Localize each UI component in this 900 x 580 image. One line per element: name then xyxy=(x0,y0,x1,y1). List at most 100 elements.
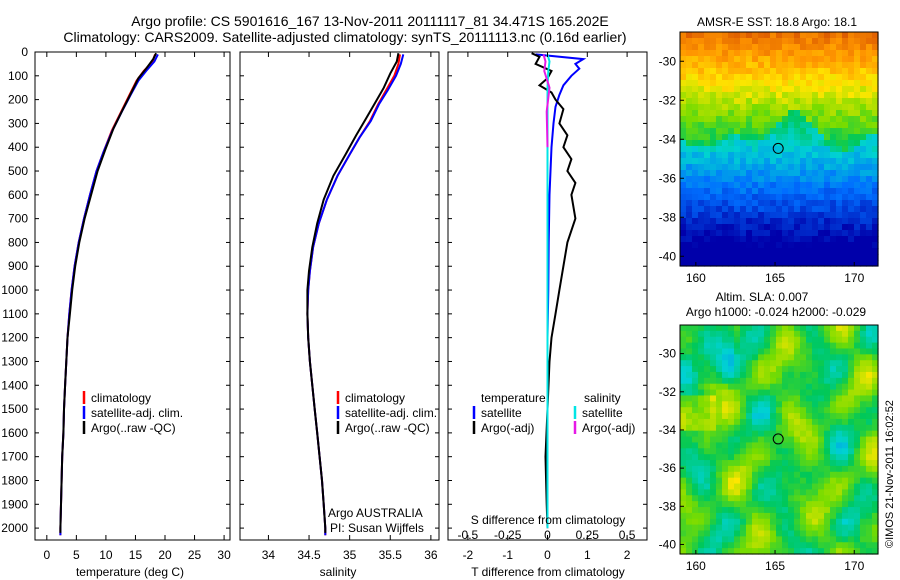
map-cell xyxy=(728,116,735,123)
depth-tick-label: 1500 xyxy=(1,402,28,416)
map-cell xyxy=(680,92,687,99)
map-cell xyxy=(770,254,777,261)
map-cell xyxy=(824,330,831,338)
map-cell xyxy=(704,62,711,69)
map-cell xyxy=(692,354,699,361)
map-cell xyxy=(830,128,837,135)
map-cell xyxy=(776,146,783,153)
map-cell xyxy=(818,98,825,105)
map-cell xyxy=(752,86,759,93)
map-cell xyxy=(788,68,795,75)
map-cell xyxy=(710,489,717,496)
map-cell xyxy=(734,110,741,117)
map-cell xyxy=(698,158,705,165)
map-cell xyxy=(818,495,825,502)
map-cell xyxy=(812,170,819,177)
map-cell xyxy=(800,518,807,526)
map-cell xyxy=(704,170,711,177)
map-cell xyxy=(740,477,747,485)
map-cell xyxy=(866,230,873,237)
map-cell xyxy=(758,354,765,361)
map-cell xyxy=(812,32,819,39)
map-cell xyxy=(698,330,705,338)
map-cell xyxy=(812,401,819,408)
map-cell xyxy=(776,330,783,338)
map-cell xyxy=(770,242,777,249)
map-cell xyxy=(860,524,867,532)
map-cell xyxy=(686,518,693,526)
map-cell xyxy=(758,424,765,432)
map-cell xyxy=(872,86,879,93)
map-cell xyxy=(752,518,759,526)
legend-label: satellite-adj. clim. xyxy=(345,406,437,420)
map-cell xyxy=(692,218,699,225)
map-cell xyxy=(734,530,741,537)
map-cell xyxy=(806,164,813,171)
map-cell xyxy=(782,418,789,426)
map-cell xyxy=(710,140,717,147)
map-cell xyxy=(854,116,861,123)
map-cell xyxy=(788,348,795,355)
map-cell xyxy=(842,518,849,526)
map-cell xyxy=(704,336,711,344)
map-cell xyxy=(686,38,693,45)
map-cell xyxy=(824,254,831,261)
map-cell xyxy=(830,489,837,496)
map-cell xyxy=(734,495,741,502)
map-cell xyxy=(722,152,729,159)
map-cell xyxy=(698,495,705,502)
map-cell xyxy=(842,354,849,361)
map-cell xyxy=(830,230,837,237)
map-cell xyxy=(830,430,837,438)
map-cell xyxy=(710,170,717,177)
map-cell xyxy=(788,182,795,189)
map-cell xyxy=(854,371,861,379)
map-cell xyxy=(770,418,777,426)
map-cell xyxy=(752,128,759,135)
map-cell xyxy=(704,330,711,338)
map-cell xyxy=(746,86,753,93)
map-cell xyxy=(704,495,711,502)
map-cell xyxy=(770,212,777,219)
map-cell xyxy=(728,448,735,455)
map-cell xyxy=(794,32,801,39)
map-cell xyxy=(692,134,699,141)
map-cell xyxy=(800,218,807,225)
map-cell xyxy=(770,389,777,397)
map-cell xyxy=(770,44,777,51)
map-cell xyxy=(770,260,777,267)
map-cell xyxy=(716,471,723,479)
map-cell xyxy=(752,424,759,432)
map-cell xyxy=(764,134,771,141)
map-cell xyxy=(824,536,831,543)
map-cell xyxy=(806,128,813,135)
map-cell xyxy=(728,236,735,243)
map-cell xyxy=(848,32,855,39)
map-cell xyxy=(788,371,795,379)
map-cell xyxy=(788,424,795,432)
map-cell xyxy=(818,448,825,455)
map-cell xyxy=(698,116,705,123)
map-cell xyxy=(758,366,765,373)
map-cell xyxy=(794,188,801,195)
map-cell xyxy=(728,348,735,355)
depth-tick-label: 1000 xyxy=(1,283,28,297)
map-cell xyxy=(722,170,729,177)
map-cell xyxy=(698,507,705,514)
map-cell xyxy=(716,489,723,496)
map-cell xyxy=(710,212,717,219)
map-cell xyxy=(818,548,825,555)
map-cell xyxy=(752,336,759,344)
map-cell xyxy=(686,366,693,373)
map-cell xyxy=(746,242,753,249)
map-cell xyxy=(728,62,735,69)
map-cell xyxy=(728,477,735,485)
map-cell xyxy=(680,401,687,408)
map-cell xyxy=(782,242,789,249)
map-cell xyxy=(866,254,873,261)
map-cell xyxy=(818,336,825,344)
map-cell xyxy=(842,176,849,183)
map-cell xyxy=(680,413,687,420)
map-cell xyxy=(794,483,801,491)
map-cell xyxy=(848,44,855,51)
